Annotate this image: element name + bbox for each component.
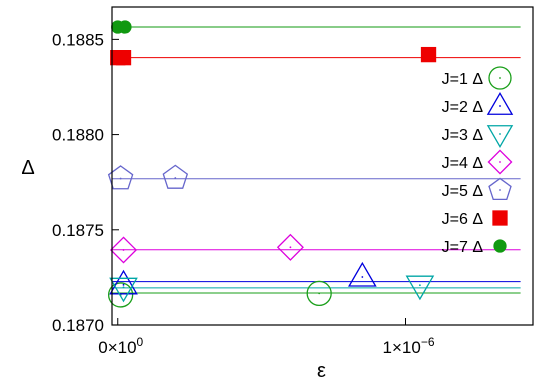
data-point-series-5 xyxy=(107,165,134,190)
x-tick-label: 1×10−6 xyxy=(383,335,435,357)
legend-marker-center xyxy=(499,189,501,191)
legend-marker xyxy=(486,92,514,115)
y-tick-label: 0.1880 xyxy=(52,126,104,145)
legend-label: J=3 Δ xyxy=(442,127,484,144)
data-point-series-7 xyxy=(118,20,132,34)
data-point-series-2-center xyxy=(122,283,125,286)
legend-marker xyxy=(493,239,507,253)
legend-marker xyxy=(488,177,512,200)
y-tick-label: 0.1870 xyxy=(52,316,104,335)
data-point-series-2-center xyxy=(361,276,364,278)
data-point-series-5 xyxy=(162,164,189,189)
data-point-series-1-center xyxy=(318,292,321,295)
x-tick-label: 0×100 xyxy=(98,335,143,357)
data-point-series-5-center xyxy=(119,177,122,180)
data-point-series-3-center xyxy=(418,284,421,287)
legend-marker xyxy=(486,125,514,148)
data-point-series-3-center xyxy=(122,286,125,289)
legend-marker xyxy=(488,66,512,90)
y-axis-label: Δ xyxy=(21,157,34,179)
legend-marker xyxy=(487,149,513,175)
data-point-series-5-center xyxy=(174,177,177,179)
legend-label: J=1 Δ xyxy=(442,71,484,88)
data-point-series-1 xyxy=(107,282,134,308)
legend: J=1 Δ J=2 Δ J=3 Δ J=4 Δ J=5 Δ J=6 Δ J=7 Δ xyxy=(442,66,514,256)
legend-marker-center xyxy=(499,133,501,135)
plot-frame xyxy=(111,6,534,326)
data-point-series-2 xyxy=(348,261,377,287)
legend-marker-center xyxy=(499,161,501,163)
legend-marker-center xyxy=(499,77,501,79)
legend-label: J=4 Δ xyxy=(442,155,484,172)
legend-label: J=2 Δ xyxy=(442,99,484,116)
legend-marker xyxy=(492,210,508,226)
legend-label: J=7 Δ xyxy=(442,239,484,256)
data-point-series-4-center xyxy=(289,246,292,249)
y-tick-label: 0.1875 xyxy=(52,221,104,240)
x-axis-ticks: 0×100 1×10−6 xyxy=(98,318,435,357)
x-axis-label: ε xyxy=(317,360,326,381)
data-point-series-6 xyxy=(115,50,132,66)
y-tick-label: 0.1885 xyxy=(52,30,104,49)
data-point-series-1 xyxy=(306,280,332,307)
data-point-series-3 xyxy=(405,275,435,301)
data-point-series-3 xyxy=(109,277,138,303)
legend-label: J=5 Δ xyxy=(442,183,484,200)
data-point-series-6 xyxy=(420,46,437,63)
data-point-series-4-center xyxy=(122,249,125,251)
y-axis-ticks: 0.1870 0.1875 0.1880 0.1885 xyxy=(52,30,119,335)
data-point-series-2 xyxy=(109,269,138,295)
data-points xyxy=(107,20,437,308)
fit-lines xyxy=(112,26,521,294)
legend-label: J=6 Δ xyxy=(442,211,484,228)
data-point-series-4 xyxy=(276,233,304,261)
legend-marker-center xyxy=(499,105,501,107)
data-point-series-4 xyxy=(109,236,138,264)
